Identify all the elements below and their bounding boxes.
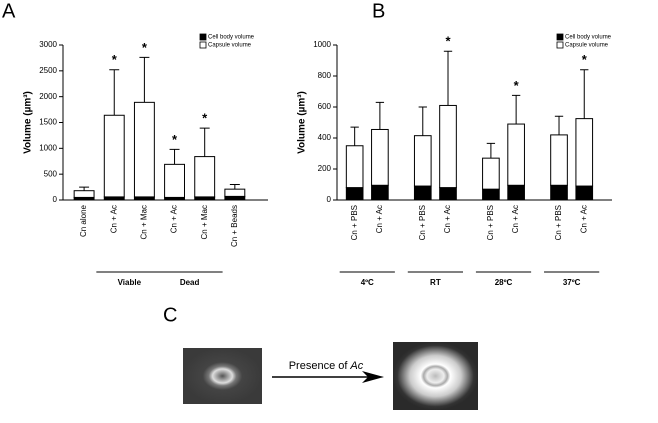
y-tick-label: 1000 [39, 143, 57, 152]
micrograph-after [393, 342, 478, 410]
x-tick-label: Cn + PBS [554, 205, 563, 240]
group-label: RT [430, 278, 441, 287]
y-tick-label: 2000 [39, 92, 57, 101]
group-label: Viable [118, 278, 142, 287]
group-label: 37ºC [563, 278, 581, 287]
bar-segment [507, 184, 525, 201]
bar-segment [164, 163, 185, 198]
x-tick-label: Cn alone [79, 204, 88, 237]
y-tick-label: 3000 [39, 40, 57, 49]
bar-segment [439, 104, 457, 189]
significance-marker: * [445, 34, 451, 49]
x-tick-label: Cn + Beads [230, 205, 239, 247]
panel-label: A [2, 0, 16, 22]
bar-segment [482, 188, 500, 201]
x-tick-label: Cn + Ac [579, 205, 588, 233]
bar-segment [133, 101, 155, 198]
x-tick-label: Cn + Ac [375, 205, 384, 233]
group-label: Dead [180, 278, 200, 287]
x-tick-label: Cn + Mac [140, 205, 149, 239]
y-tick-label: 400 [318, 133, 332, 142]
bar-segment [73, 190, 95, 198]
x-tick-label: Cn + Mac [200, 205, 209, 239]
significance-marker: * [202, 111, 208, 126]
error-bar [109, 69, 120, 116]
arrow-caption: Presence of Ac [289, 360, 364, 372]
bar-segment [345, 187, 364, 201]
bar-segment [550, 184, 568, 201]
error-bar [511, 94, 521, 125]
legend-label: Capsule volume [208, 43, 252, 49]
legend-label: Capsule volume [565, 43, 609, 49]
error-bar [169, 148, 180, 165]
x-tick-label: Cn + Ac [170, 205, 179, 233]
y-axis-label: Volume (µm³) [23, 91, 34, 154]
bar-segment [224, 195, 246, 201]
bar-segment [575, 185, 594, 201]
legend-swatch [556, 33, 564, 41]
bar-segment [507, 123, 525, 186]
x-tick-label: Cn + Ac [511, 205, 520, 233]
legend-label: Cell body volume [565, 35, 612, 41]
y-tick-label: 500 [44, 169, 58, 178]
error-bar [580, 69, 589, 119]
bar-segment [413, 185, 432, 201]
bar-segment [224, 188, 246, 197]
y-axis-label: Volume (µm³) [297, 91, 308, 154]
legend-swatch [199, 41, 207, 49]
y-tick-label: 0 [53, 195, 58, 204]
caption-italic: Ac [349, 360, 363, 372]
error-bar [486, 142, 496, 159]
bar-segment [413, 135, 432, 187]
error-bar [139, 56, 150, 103]
error-bar [375, 101, 385, 130]
error-bar [554, 115, 564, 135]
significance-marker: * [112, 52, 118, 67]
bar-segment [103, 114, 125, 198]
x-tick-label: Cn + Ac [443, 205, 452, 233]
x-tick-label: Cn + Ac [109, 205, 118, 233]
error-bar [199, 127, 210, 157]
bar-segment [371, 128, 389, 186]
y-tick-label: 2500 [39, 66, 57, 75]
bar-segment [575, 118, 594, 187]
significance-marker: * [172, 132, 178, 147]
caption-text: Presence of [289, 360, 349, 372]
x-tick-label: Cn + PBS [418, 205, 427, 240]
error-bar [418, 106, 427, 136]
legend-swatch [556, 41, 564, 49]
x-tick-label: Cn + PBS [350, 205, 359, 240]
bar-segment [439, 187, 457, 201]
panel-label: B [372, 0, 385, 22]
group-label: 4ºC [361, 278, 374, 287]
error-bar [229, 184, 240, 190]
significance-marker: * [582, 52, 588, 67]
significance-marker: * [142, 40, 148, 55]
y-tick-label: 200 [318, 164, 332, 173]
group-label: 28ºC [495, 278, 513, 287]
significance-marker: * [514, 78, 520, 93]
y-tick-label: 0 [327, 195, 332, 204]
error-bar [350, 126, 359, 146]
bar-segment [550, 134, 568, 186]
y-tick-label: 800 [318, 71, 332, 80]
bar-segment [194, 156, 216, 198]
bar-segment [482, 157, 500, 190]
arrow-head [362, 371, 384, 383]
x-tick-label: Cn + PBS [486, 205, 495, 240]
micrograph-before [183, 348, 262, 404]
error-bar [79, 186, 90, 191]
error-bar [443, 50, 453, 106]
legend-swatch [199, 33, 207, 41]
legend-label: Cell body volume [208, 35, 255, 41]
y-tick-label: 1000 [313, 40, 331, 49]
y-tick-label: 600 [318, 102, 332, 111]
bar-segment [371, 184, 389, 201]
bar-segment [345, 145, 364, 189]
panel-label: C [163, 304, 177, 326]
y-tick-label: 1500 [39, 118, 57, 127]
